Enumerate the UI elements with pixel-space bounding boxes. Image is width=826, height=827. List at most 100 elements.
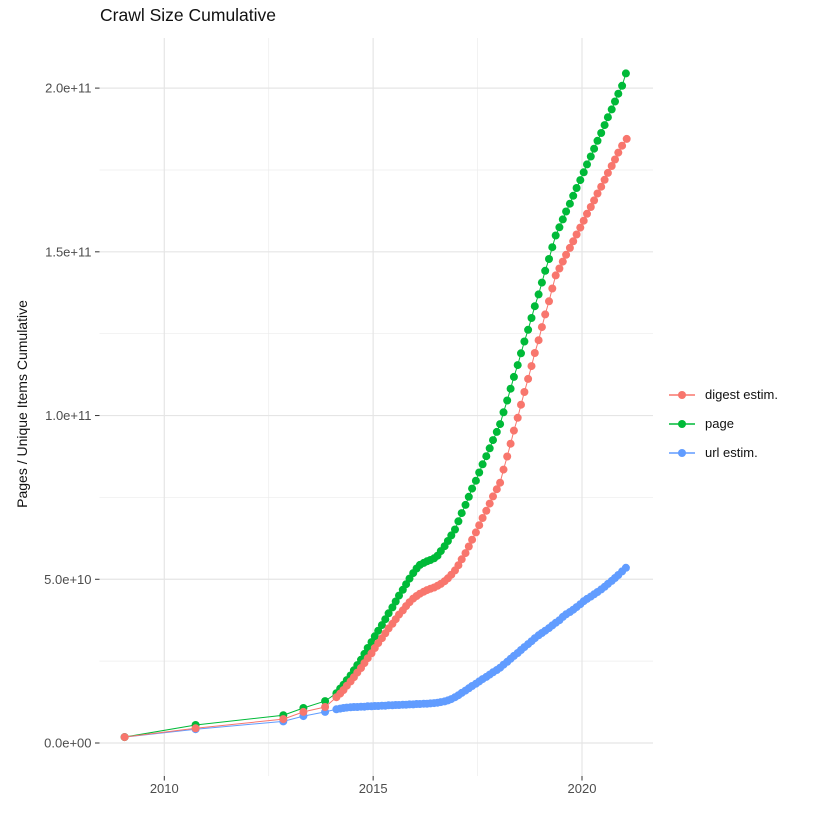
data-point [377, 621, 386, 630]
data-point [603, 113, 612, 122]
data-point [607, 162, 616, 170]
data-point [513, 361, 522, 370]
data-point [541, 266, 550, 275]
chart-title: Crawl Size Cumulative [100, 5, 277, 25]
legend-key-icon [669, 419, 695, 428]
data-point [572, 230, 581, 239]
data-point [618, 81, 627, 90]
x-tick-label: 2010 [150, 781, 179, 796]
data-point [492, 485, 501, 494]
data-point [600, 121, 609, 130]
data-point [485, 444, 494, 453]
data-point [527, 362, 536, 371]
data-point [520, 337, 529, 346]
data-point [622, 134, 631, 143]
data-point [621, 69, 630, 78]
data-point [614, 148, 623, 157]
data-point [279, 715, 288, 724]
data-point [565, 243, 574, 252]
data-point [551, 271, 560, 280]
legend: digest estim. page url estim. [668, 380, 778, 467]
data-point [534, 336, 543, 345]
data-point [506, 384, 515, 393]
data-point [482, 452, 491, 461]
data-point [475, 468, 484, 477]
data-point [530, 349, 539, 357]
data-point [551, 231, 560, 240]
data-point [548, 243, 557, 252]
data-point [548, 284, 557, 293]
legend-key-icon [669, 448, 695, 457]
data-point [321, 697, 330, 706]
legend-item-url-estim: url estim. [668, 438, 778, 467]
y-tick-label: 1.5e+11 [45, 244, 91, 259]
data-point [524, 374, 533, 383]
data-point [520, 388, 529, 396]
data-point [447, 531, 456, 540]
data-point [583, 209, 591, 218]
data-point [454, 517, 463, 526]
data-point [120, 733, 129, 742]
data-point [618, 141, 627, 150]
data-point [603, 168, 612, 177]
legend-item-label: page [705, 416, 734, 431]
data-point [471, 476, 480, 485]
data-point [499, 465, 508, 474]
data-point [614, 89, 623, 98]
data-point [384, 609, 393, 618]
data-point [499, 408, 508, 417]
data-point [381, 615, 390, 624]
data-point [569, 191, 578, 200]
data-point [489, 436, 497, 445]
data-point [464, 542, 473, 551]
data-point [600, 175, 609, 184]
data-point [468, 535, 477, 544]
data-point [489, 492, 497, 501]
data-point [562, 250, 571, 259]
data-point [583, 160, 591, 169]
data-point [555, 223, 564, 232]
data-point [391, 597, 400, 606]
data-point [517, 349, 525, 358]
data-point [534, 290, 543, 299]
legend-item-digest-estim: digest estim. [668, 380, 778, 409]
data-point [513, 413, 522, 422]
data-point [509, 426, 518, 435]
data-point [517, 400, 525, 409]
y-tick-label: 1.0e+11 [45, 408, 91, 423]
data-point [503, 396, 512, 405]
data-point [485, 499, 494, 508]
data-point [579, 168, 588, 177]
data-point [590, 144, 599, 153]
data-point [395, 591, 403, 600]
x-tick-label: 2015 [359, 781, 388, 796]
data-point [321, 703, 330, 711]
data-point [537, 278, 546, 287]
data-point [482, 506, 491, 515]
y-tick-label: 0.0e+00 [44, 736, 91, 751]
data-point [611, 97, 619, 106]
data-point [524, 325, 533, 334]
data-point [545, 297, 553, 306]
data-point [464, 492, 473, 501]
data-point [496, 478, 505, 487]
y-axis-title: Pages / Unique Items Cumulative [14, 300, 30, 508]
data-point [586, 203, 595, 211]
data-point [367, 638, 376, 647]
data-point [509, 372, 518, 381]
data-point [461, 500, 470, 509]
data-point [597, 182, 606, 191]
data-point [478, 460, 487, 469]
data-point [555, 264, 564, 273]
data-point [576, 223, 585, 232]
data-point [457, 555, 466, 564]
data-point [457, 509, 466, 518]
legend-item-page: page [668, 409, 778, 438]
data-point [572, 184, 581, 192]
data-point [503, 452, 512, 461]
data-point [590, 196, 599, 205]
data-point [468, 484, 477, 493]
data-point [593, 189, 602, 198]
